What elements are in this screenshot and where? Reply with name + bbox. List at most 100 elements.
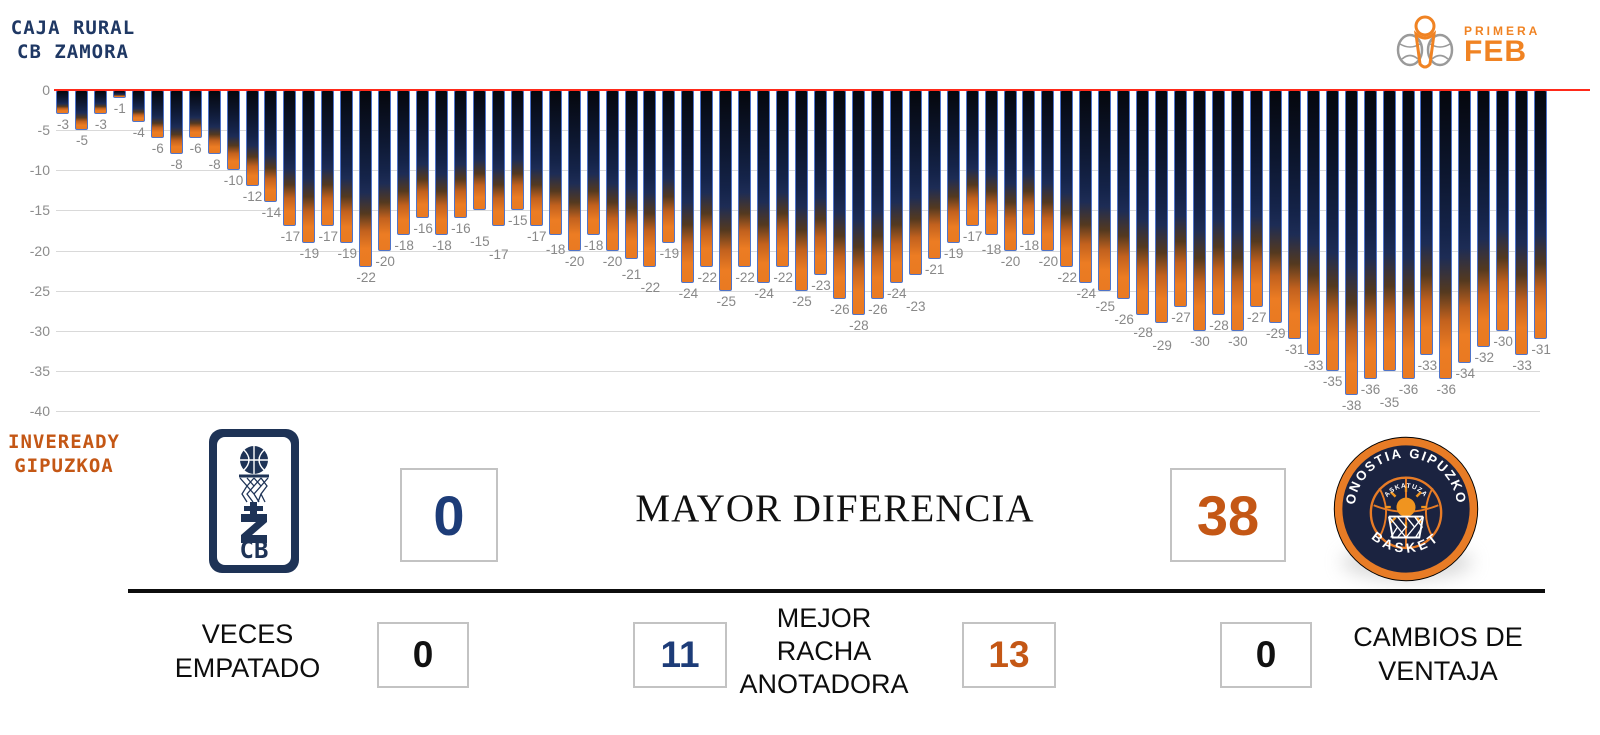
diff-bar	[832, 90, 846, 299]
bar-value-label: -20	[1038, 253, 1059, 269]
diff-bar	[889, 90, 903, 283]
diff-bar	[1268, 90, 1282, 323]
diff-bar	[1193, 90, 1206, 331]
bar-value-label: -32	[1474, 349, 1495, 365]
home-team-name: CAJA RURAL CB ZAMORA	[8, 16, 138, 64]
diff-bar	[757, 90, 771, 283]
bar-value-label: -28	[1209, 317, 1229, 333]
bar-value-label: -6	[189, 141, 202, 157]
diff-bar	[908, 90, 922, 275]
diff-bar	[435, 90, 448, 235]
section-divider	[128, 589, 1545, 593]
mejor-racha-label: MEJOR RACHA ANOTADORA	[739, 603, 909, 699]
diff-bar	[472, 90, 486, 211]
diff-bar	[1174, 90, 1187, 307]
diff-bar	[870, 90, 884, 299]
diff-bar	[1079, 90, 1093, 283]
diff-bar	[548, 90, 562, 235]
diff-bar	[1098, 90, 1112, 291]
diff-bar	[1117, 90, 1131, 299]
y-tick-label: -15	[29, 202, 50, 219]
bar-value-label: -29	[1152, 337, 1172, 353]
bar-value-label: -12	[242, 189, 263, 205]
bar-value-label: -10	[223, 173, 244, 189]
cb-zamora-logo: CB	[208, 428, 300, 579]
y-gridline	[56, 370, 1540, 372]
diff-bar	[946, 90, 960, 243]
bar-value-label: -8	[170, 157, 183, 173]
y-tick-label: -30	[29, 322, 50, 339]
diff-bar	[302, 90, 316, 243]
bar-value-label: -26	[830, 301, 850, 317]
bar-value-label: -27	[1171, 309, 1191, 325]
mejor-racha-home-value: 11	[660, 634, 700, 675]
bar-value-label: -14	[261, 205, 282, 221]
diff-bar	[188, 90, 202, 139]
bar-value-label: -23	[811, 277, 831, 293]
bar-value-label: -17	[280, 229, 301, 245]
bar-value-label: -25	[716, 293, 737, 309]
diff-bar	[1287, 90, 1301, 339]
bar-value-label: -17	[527, 229, 547, 245]
diff-bar	[131, 90, 145, 123]
y-gridline	[56, 411, 1540, 412]
bar-value-label: -25	[792, 293, 812, 309]
bar-value-label: -16	[413, 221, 433, 237]
bar-value-label: -24	[754, 285, 774, 301]
diff-bar	[1363, 90, 1377, 379]
bar-value-label: -20	[1000, 253, 1021, 269]
bar-value-label: -3	[94, 117, 107, 133]
y-gridline	[56, 330, 1540, 332]
bar-value-label: -1	[113, 101, 126, 116]
y-tick-label: -40	[29, 403, 50, 419]
bar-value-label: -27	[1247, 309, 1267, 325]
bar-value-label: -31	[1285, 341, 1305, 357]
mayor-diferencia-home-value: 0	[433, 483, 465, 547]
diff-bar	[719, 90, 733, 291]
bar-value-label: -15	[508, 213, 528, 229]
bar-value-label: -21	[924, 261, 945, 277]
bar-value-label: -33	[1417, 357, 1438, 373]
bar-value-label: -22	[697, 269, 718, 285]
bar-value-label: -19	[299, 245, 320, 261]
bar-value-label: -35	[1322, 373, 1343, 389]
diff-bar	[965, 90, 979, 227]
diff-bar	[226, 90, 240, 171]
diff-bar	[738, 90, 752, 267]
diff-bar	[1022, 90, 1036, 235]
bar-value-label: -22	[735, 269, 755, 285]
diff-bar	[321, 90, 335, 227]
diff-bar	[1477, 90, 1491, 347]
diff-bar	[378, 90, 392, 251]
bar-value-label: -20	[602, 253, 623, 269]
diff-bar	[605, 90, 619, 251]
diff-bar	[624, 90, 638, 259]
bar-value-label: -4	[132, 125, 145, 141]
bar-value-label: -38	[1341, 397, 1362, 413]
bar-value-label: -22	[1057, 269, 1078, 285]
bar-value-label: -18	[432, 237, 452, 253]
bar-value-label: -20	[375, 253, 395, 269]
diff-bar	[567, 90, 581, 251]
diff-bar	[510, 90, 524, 211]
bar-value-label: -19	[659, 245, 680, 261]
bar-value-label: -28	[1133, 324, 1153, 340]
diff-bar	[1136, 90, 1150, 315]
bar-value-label: -3	[56, 117, 69, 133]
away-team-name-line2: GIPUZKOA	[14, 455, 114, 477]
y-tick-label: -5	[37, 122, 50, 139]
diff-bar	[359, 90, 373, 267]
bar-value-label: -36	[1398, 381, 1419, 397]
diff-bar	[1401, 90, 1415, 379]
home-team-name-line1: CAJA RURAL	[10, 17, 136, 39]
diff-bar	[1155, 90, 1169, 323]
bar-value-label: -18	[981, 242, 1002, 258]
bar-value-label: -36	[1436, 381, 1457, 397]
diff-bar	[1439, 90, 1453, 379]
bar-value-label: -5	[75, 133, 88, 149]
diff-bar	[93, 90, 107, 115]
diff-bar	[586, 90, 600, 235]
diff-bar	[1420, 90, 1434, 355]
mejor-racha-home-box: 11	[633, 622, 727, 688]
bar-value-label: -33	[1303, 357, 1324, 373]
